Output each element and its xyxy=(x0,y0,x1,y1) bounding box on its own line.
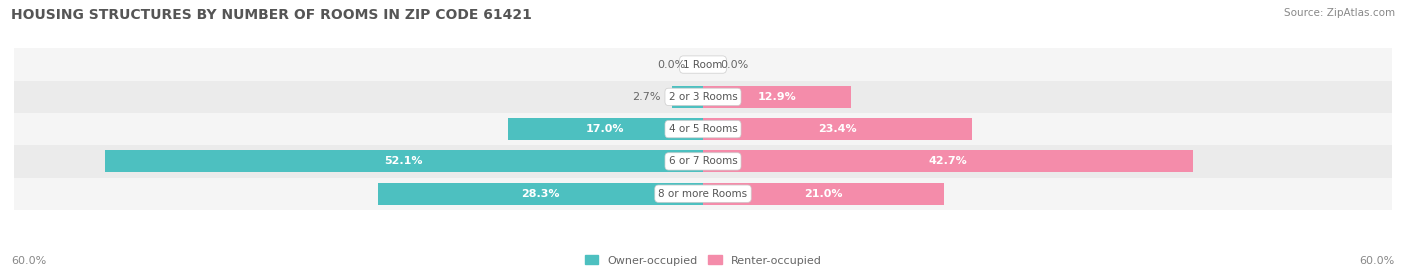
Text: 0.0%: 0.0% xyxy=(658,59,686,70)
Text: Source: ZipAtlas.com: Source: ZipAtlas.com xyxy=(1284,8,1395,18)
Text: 4 or 5 Rooms: 4 or 5 Rooms xyxy=(669,124,737,134)
Text: 23.4%: 23.4% xyxy=(818,124,856,134)
Text: 0.0%: 0.0% xyxy=(720,59,748,70)
Text: 2 or 3 Rooms: 2 or 3 Rooms xyxy=(669,92,737,102)
Bar xyxy=(378,183,703,205)
Text: 21.0%: 21.0% xyxy=(804,189,842,199)
Bar xyxy=(14,145,1392,178)
Text: 60.0%: 60.0% xyxy=(11,256,46,266)
Bar xyxy=(105,150,703,172)
Text: 42.7%: 42.7% xyxy=(929,156,967,167)
Text: 8 or more Rooms: 8 or more Rooms xyxy=(658,189,748,199)
Text: 17.0%: 17.0% xyxy=(586,124,624,134)
Bar xyxy=(508,118,703,140)
Legend: Owner-occupied, Renter-occupied: Owner-occupied, Renter-occupied xyxy=(585,255,821,266)
Bar xyxy=(14,178,1392,210)
Bar xyxy=(14,48,1392,81)
Bar xyxy=(672,86,703,108)
Bar xyxy=(14,113,1392,145)
Text: 2.7%: 2.7% xyxy=(633,92,661,102)
Text: 12.9%: 12.9% xyxy=(758,92,796,102)
Bar xyxy=(14,81,1392,113)
Text: HOUSING STRUCTURES BY NUMBER OF ROOMS IN ZIP CODE 61421: HOUSING STRUCTURES BY NUMBER OF ROOMS IN… xyxy=(11,8,531,22)
Text: 52.1%: 52.1% xyxy=(385,156,423,167)
Bar xyxy=(703,118,972,140)
Text: 28.3%: 28.3% xyxy=(522,189,560,199)
Text: 1 Room: 1 Room xyxy=(683,59,723,70)
Bar xyxy=(703,183,945,205)
Text: 6 or 7 Rooms: 6 or 7 Rooms xyxy=(669,156,737,167)
Bar xyxy=(703,86,851,108)
Bar xyxy=(703,150,1194,172)
Text: 60.0%: 60.0% xyxy=(1360,256,1395,266)
